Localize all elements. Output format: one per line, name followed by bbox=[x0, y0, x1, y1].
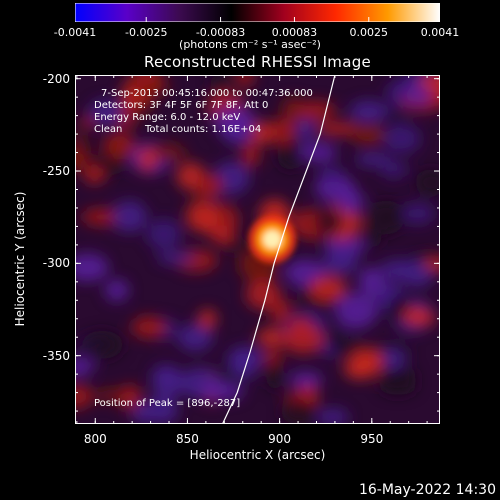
x-axis-label: Heliocentric X (arcsec) bbox=[189, 448, 326, 462]
colorbar-tick-label: -0.0041 bbox=[53, 26, 97, 39]
detectors-annotation: Detectors: 3F 4F 5F 6F 7F 8F, Att 0 bbox=[94, 100, 269, 111]
colorbar-tick-label: 0.0025 bbox=[349, 26, 389, 39]
y-tick-label: -300 bbox=[42, 256, 70, 271]
x-tick-label: 900 bbox=[268, 432, 292, 446]
colorbar-tick-label: 0.00083 bbox=[271, 26, 318, 39]
energy-annotation: Energy Range: 6.0 - 12.0 keV bbox=[94, 112, 241, 123]
solar-limb-curve bbox=[221, 75, 336, 424]
colorbar-unit-label: (photons cm⁻² s⁻¹ asec⁻²) bbox=[179, 38, 321, 51]
x-tick-label: 950 bbox=[360, 432, 384, 446]
time-range-annotation: 7-Sep-2013 00:45:16.000 to 00:47:36.000 bbox=[101, 88, 313, 99]
plot-area bbox=[75, 75, 440, 424]
peak-core bbox=[263, 230, 282, 249]
colorbar-ticks bbox=[75, 17, 440, 22]
colorbar-tick-label: 0.0041 bbox=[420, 26, 460, 39]
y-axis-label: Heliocentric Y (arcsec) bbox=[13, 191, 27, 327]
footer-timestamp: 16-May-2022 14:30 bbox=[358, 482, 496, 498]
peak-position-annotation: Position of Peak = [896,-287] bbox=[94, 398, 241, 409]
x-tick-label: 850 bbox=[175, 432, 199, 446]
y-tick-label: -250 bbox=[42, 164, 70, 179]
heatmap-peak-source bbox=[248, 215, 297, 264]
y-tick-label: -350 bbox=[42, 348, 70, 363]
method-annotation: Clean bbox=[94, 124, 123, 135]
colorbar-tick-label: -0.00083 bbox=[195, 26, 246, 39]
chart-title: Reconstructed RHESSI Image bbox=[143, 53, 372, 71]
counts-annotation: Total counts: 1.16E+04 bbox=[145, 124, 262, 135]
colorbar-tick-label: -0.0025 bbox=[124, 26, 168, 39]
x-tick-label: 800 bbox=[83, 432, 107, 446]
heatmap-blobs bbox=[75, 75, 440, 424]
colorbar bbox=[75, 3, 440, 22]
axis-ticks bbox=[75, 75, 440, 424]
y-tick-label: -200 bbox=[42, 71, 70, 86]
plot-frame bbox=[75, 75, 440, 424]
